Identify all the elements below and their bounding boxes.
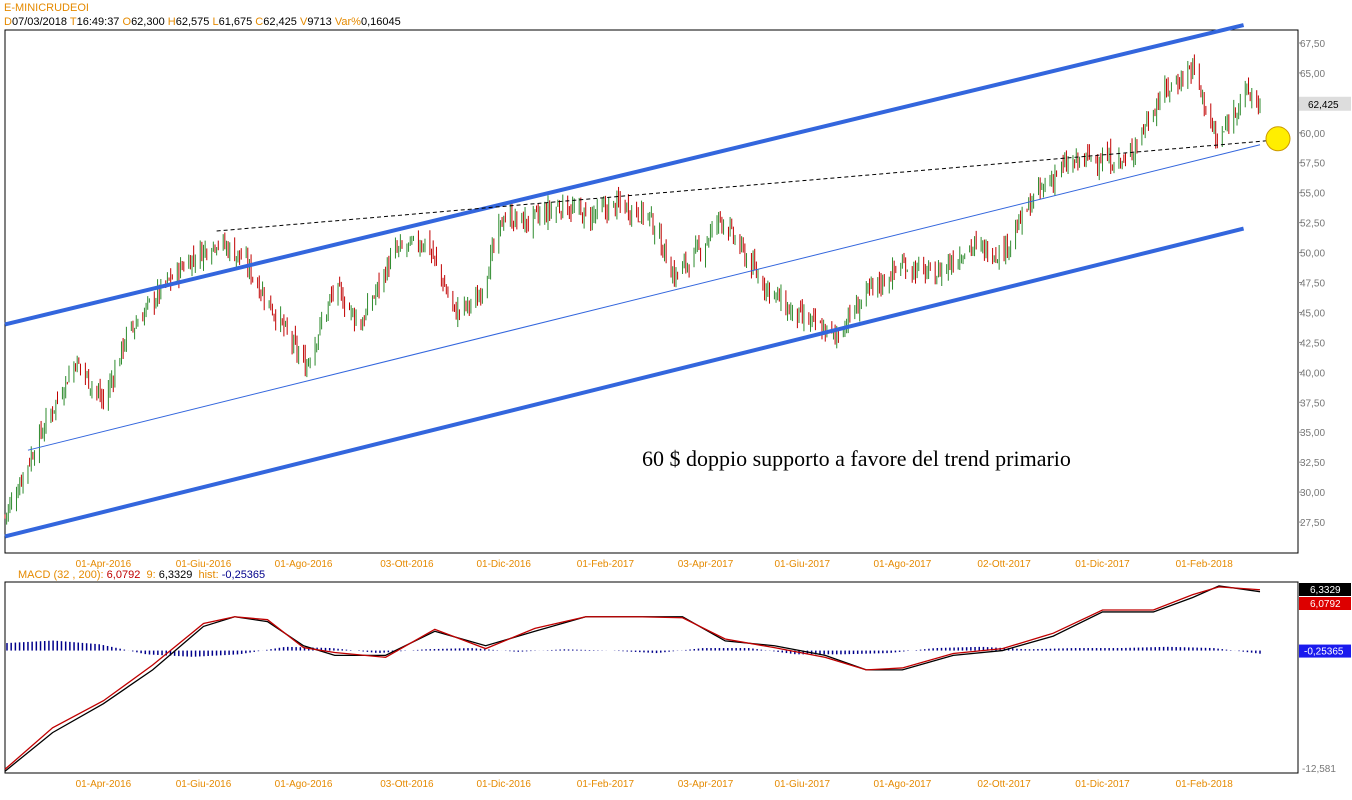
macd-params: (32 , 200)	[53, 569, 101, 581]
price-y-tick-label: 42,50	[1300, 338, 1325, 349]
price-y-tick-label: 30,00	[1300, 488, 1325, 499]
price-layer	[4, 23, 1291, 539]
price-x-tick-label: 01-Dic-2017	[1075, 559, 1130, 570]
price-x-tick-label: 01-Giu-2017	[774, 559, 830, 570]
price-y-tick-label: 45,00	[1300, 308, 1325, 319]
price-x-tick-label: 01-Feb-2018	[1176, 559, 1234, 570]
price-y-tick-label: 65,00	[1300, 69, 1325, 80]
price-y-tick-label: 57,50	[1300, 159, 1325, 170]
quote-var: 0,16045	[360, 16, 401, 28]
price-y-tick-label: 60,00	[1300, 129, 1325, 140]
macd-x-tick-label: 01-Dic-2016	[476, 779, 531, 790]
price-y-tick-label: 27,50	[1300, 518, 1325, 529]
macd-layer	[4, 585, 1261, 772]
quote-close: 62,425	[263, 16, 297, 28]
price-y-tick-label: 40,00	[1300, 368, 1325, 379]
price-y-tick-label: 47,50	[1300, 279, 1325, 290]
chart-symbol-title: E-MINICRUDEOI	[4, 2, 89, 14]
macd-signal-value-box	[1299, 583, 1351, 596]
macd-header: MACD (32 , 200): 6,0792 9: 6,3329 hist: …	[18, 569, 266, 581]
dashed-resistance-line	[216, 138, 1291, 232]
macd-value: 6,0792	[106, 569, 141, 581]
price-x-tick-label: 01-Giu-2016	[176, 559, 232, 570]
macd-title: MACD	[18, 569, 51, 581]
quote-key-date: D	[4, 16, 12, 28]
macd-x-tick-label: 02-Ott-2017	[977, 779, 1031, 790]
quote-key-low: L	[212, 16, 219, 28]
price-y-tick-label: 37,50	[1300, 398, 1325, 409]
price-x-tick-label: 01-Dic-2016	[476, 559, 531, 570]
last-price-box	[1299, 96, 1351, 111]
channel-line-upper	[4, 23, 1245, 327]
highlight-marker	[1265, 126, 1291, 152]
macd-x-tick-label: 01-Giu-2017	[774, 779, 830, 790]
quote-volume: 9713	[307, 16, 332, 28]
quote-key-open: O	[122, 16, 132, 28]
macd-hist-label: hist	[198, 569, 216, 581]
quote-time: 16:49:37	[76, 16, 120, 28]
macd-hist-value: -0,25365	[221, 569, 266, 581]
macd-x-tick-label: 01-Feb-2017	[577, 779, 635, 790]
price-y-tick-label: 52,50	[1300, 219, 1325, 230]
price-y-tick-label: 50,00	[1300, 249, 1325, 260]
macd-min-label: -12,581	[1302, 764, 1336, 775]
macd-hist-value-box	[1299, 644, 1351, 658]
macd-x-tick-label: 03-Ott-2016	[380, 779, 434, 790]
price-x-tick-label: 03-Ott-2016	[380, 559, 434, 570]
macd-panel-frame	[4, 581, 1299, 774]
price-y-tick-label: 67,50	[1300, 39, 1325, 50]
price-x-tick-label: 01-Feb-2017	[577, 559, 635, 570]
price-x-tick-label: 01-Ago-2017	[873, 559, 931, 570]
macd-value-label: 6,0792	[1310, 599, 1341, 610]
macd-x-tick-label: 01-Dic-2017	[1075, 779, 1130, 790]
channel-line-lower	[4, 226, 1245, 539]
price-x-tick-label: 01-Ago-2016	[275, 559, 333, 570]
macd-signal-value: 6,3329	[158, 569, 193, 581]
macd-x-tick-label: 01-Ago-2016	[275, 779, 333, 790]
macd-x-tick-label: 01-Giu-2016	[176, 779, 232, 790]
price-y-tick-label: 35,00	[1300, 428, 1325, 439]
macd-value-box	[1299, 597, 1351, 610]
quote-key-high: H	[167, 16, 176, 28]
macd-x-tick-label: 03-Apr-2017	[678, 779, 734, 790]
quote-key-var: Var%	[334, 16, 361, 28]
quote-key-close: C	[255, 16, 264, 28]
price-x-tick-label: 01-Apr-2016	[76, 559, 132, 570]
quote-line: D07/03/2018 T16:49:37 O62,300 H62,575 L6…	[4, 16, 401, 28]
macd-signal-value-label: 6,3329	[1310, 585, 1341, 596]
quote-high: 62,575	[175, 16, 210, 28]
macd-signal-period: 9	[146, 569, 153, 581]
channel-line-middle	[27, 144, 1261, 451]
quote-key-time: T	[69, 16, 77, 28]
price-x-tick-label: 02-Ott-2017	[977, 559, 1031, 570]
macd-hist-value-label: -0,25365	[1304, 647, 1344, 658]
last-price-label: 62,425	[1308, 100, 1339, 111]
quote-key-volume: V	[299, 16, 308, 28]
price-panel-frame	[4, 29, 1299, 554]
axis-layer: 67,5065,0062,5060,0057,5055,0052,5050,00…	[76, 39, 1351, 790]
support-annotation: 60 $ doppio supporto a favore del trend …	[642, 446, 1071, 471]
signal-line	[4, 586, 1261, 770]
price-x-tick-label: 03-Apr-2017	[678, 559, 734, 570]
quote-low: 61,675	[218, 16, 253, 28]
quote-open: 62,300	[131, 16, 165, 28]
quote-date: 07/03/2018	[11, 16, 68, 28]
price-y-tick-label: 55,00	[1300, 189, 1325, 200]
price-y-tick-label: 32,50	[1300, 458, 1325, 469]
macd-x-tick-label: 01-Ago-2017	[873, 779, 931, 790]
macd-x-tick-label: 01-Feb-2018	[1176, 779, 1234, 790]
macd-x-tick-label: 01-Apr-2016	[76, 779, 132, 790]
